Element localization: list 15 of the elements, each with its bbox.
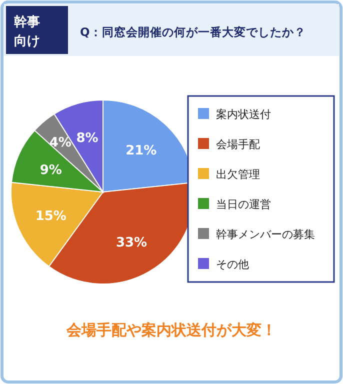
text: 幹事向け: [14, 15, 40, 49]
data-label: 9%: [40, 162, 62, 178]
text: 会場手配や案内状送付が大変！: [66, 321, 276, 339]
legend-label: 当日の運営: [216, 198, 271, 211]
data-label: 21%: [126, 144, 157, 159]
legend-label: 案内状送付: [216, 108, 271, 121]
data-label: 15%: [35, 209, 66, 224]
legend-label: 出欠管理: [216, 168, 260, 181]
legend-label: その他: [216, 258, 249, 271]
chart-title: Q：同窓会開催の何が一番大変でしたか？: [80, 25, 306, 39]
data-label: 33%: [116, 235, 148, 250]
data-label: 4%: [49, 135, 72, 150]
legend-label: 幹事メンバーの募集: [216, 228, 315, 241]
legend-label: 会場手配: [216, 138, 260, 151]
data-label: 8%: [76, 131, 98, 146]
